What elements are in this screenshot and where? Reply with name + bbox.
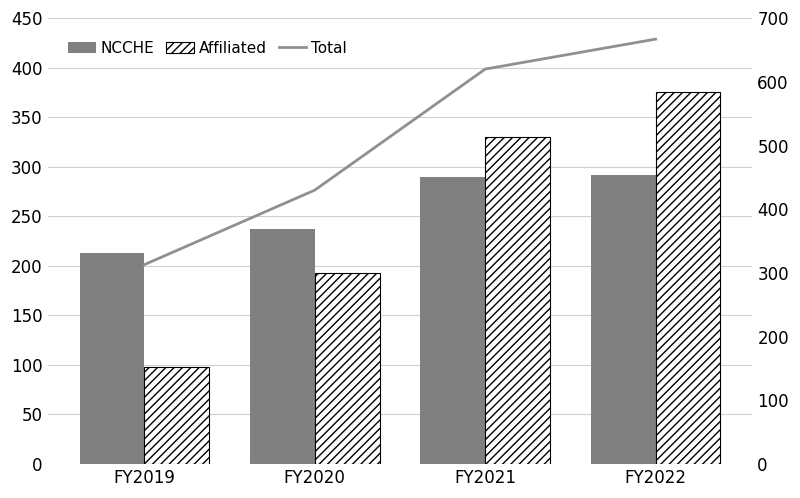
Bar bbox=[591, 175, 656, 464]
Legend: NCCHE, Affiliated, Total: NCCHE, Affiliated, Total bbox=[62, 35, 353, 62]
Bar bbox=[250, 229, 314, 464]
Bar bbox=[486, 137, 550, 464]
Bar bbox=[80, 253, 144, 464]
Bar bbox=[144, 367, 209, 464]
Bar bbox=[656, 93, 720, 464]
Bar bbox=[421, 177, 486, 464]
Bar bbox=[314, 273, 379, 464]
